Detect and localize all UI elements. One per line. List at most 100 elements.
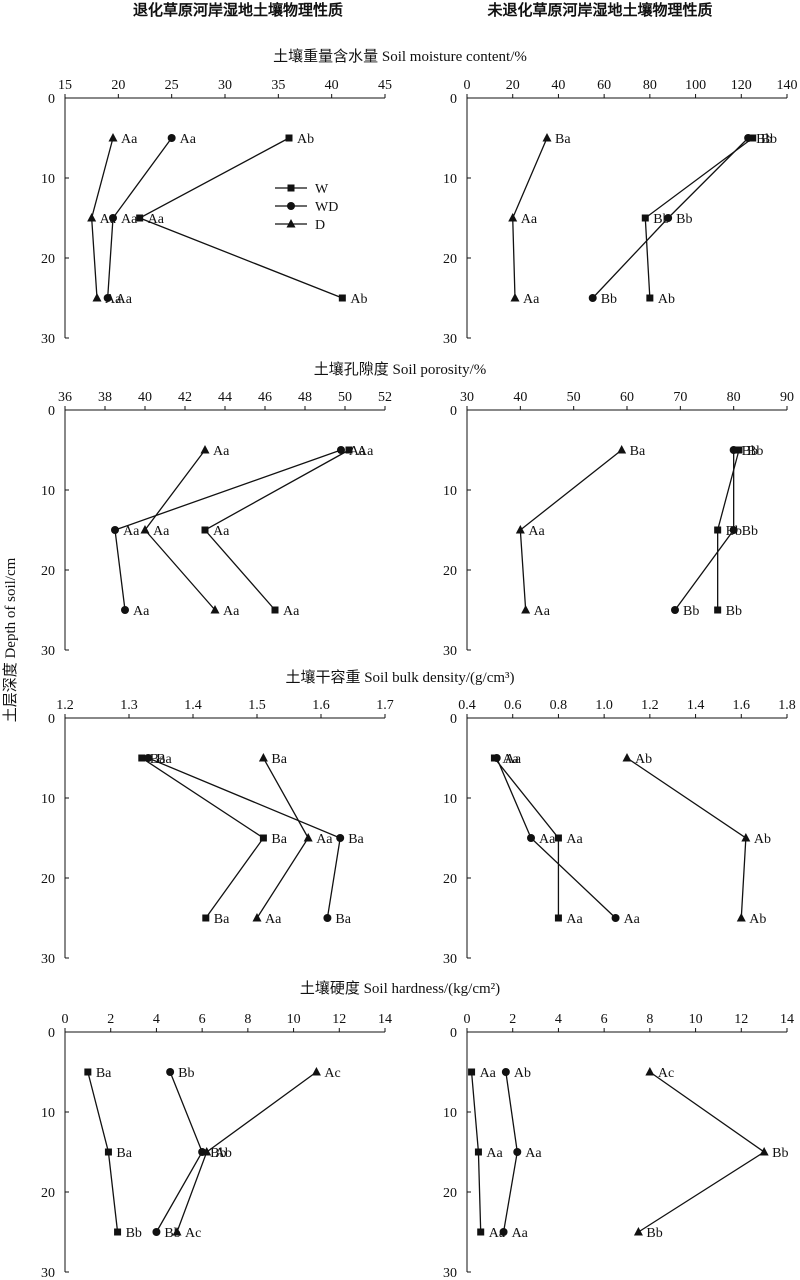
series-wd-point-label: Ab [514,1066,531,1081]
series-d-point-label: Ab [215,1146,232,1161]
x-tick-label: 38 [98,390,112,405]
series-w-point [285,134,293,142]
series-d-point-label: Ba [271,752,287,767]
series-w-point-label: Aa [283,604,300,619]
x-tick-label: 1.7 [376,698,394,713]
x-tick-label: 42 [178,390,192,405]
series-wd-point-label: Bb [742,524,758,539]
y-tick-label: 30 [443,644,457,659]
legend-w-marker [287,184,295,192]
series-wd-point [121,606,129,614]
y-tick-label: 20 [443,564,457,579]
series-d-line [626,757,747,919]
y-tick-label: 30 [41,332,55,347]
series-w-point-label: Aa [566,832,583,847]
series-wd-point [499,1228,508,1236]
series-wd-point-label: Aa [121,212,138,227]
y-tick-label: 0 [450,404,457,419]
series-w-point-label: Aa [566,912,583,927]
series-w-point [554,834,562,842]
x-tick-label: 15 [58,78,72,93]
series-d-point-label: Aa [528,524,545,539]
series-d-point-label: Aa [223,604,240,619]
left-column-header: 退化草原河岸湿地土壤物理性质 [133,1,343,19]
x-tick-label: 50 [567,390,581,405]
series-w-point [735,446,743,454]
row-title-hardness: 土壤硬度 Soil hardness/(kg/cm²) [300,979,500,997]
x-tick-label: 40 [325,78,339,93]
y-tick-label: 10 [443,484,457,499]
chart-panel-6: 0.4 0.6 0.8 1.0 1.2 1.4 1.6 1.8 0 10 20 30 Aa Aa Aa Aa A… [443,698,796,967]
series-wd-point [167,134,176,142]
series-w-line [138,137,343,299]
legend: W WD D [275,182,338,233]
series-d-point [510,293,520,302]
x-tick-label: 1.4 [687,698,705,713]
series-d-line [638,1071,766,1233]
series-w-point-label: Aa [213,524,230,539]
series-d-point [633,1227,643,1236]
y-tick-label: 20 [41,564,55,579]
x-tick-label: 10 [689,1012,703,1027]
series-w-point [477,1228,485,1236]
plots-layer: 15 20 25 30 35 40 450102030AbAaAbAaAaAaAaAaAaW… [41,78,798,1280]
x-tick-label: 40 [551,78,565,93]
series-w-point [345,446,353,454]
x-tick-label: 30 [460,390,474,405]
y-tick-label: 10 [443,1106,457,1121]
series-d-point [617,445,627,454]
series-d-point [210,605,220,614]
y-axis-label: 土层深度 Depth of soil/cm [2,557,19,722]
series-w-point-label: Ab [297,132,314,147]
x-tick-label: 12 [332,1012,346,1027]
series-wd-point-label: Aa [512,1226,529,1241]
series-w-point [641,214,649,222]
chart-panel-2: 0 20 40 60 80 100 120 1400102030BbBbAbBbBbBbBaA… [443,78,798,347]
y-tick-label: 0 [48,92,55,107]
x-tick-label: 20 [506,78,520,93]
series-wd-point [152,1228,161,1236]
y-tick-label: 20 [41,1186,55,1201]
series-w-line [87,1071,119,1233]
series-wd-line [147,757,341,919]
x-tick-label: 6 [601,1012,608,1027]
x-tick-label: 0.4 [458,698,476,713]
x-tick-label: 140 [777,78,798,93]
series-d-point [258,753,268,762]
y-tick-label: 0 [450,92,457,107]
x-tick-label: 30 [218,78,232,93]
series-d-point-label: Ab [749,912,766,927]
series-d-point [542,133,552,142]
x-tick-label: 2 [107,1012,114,1027]
chart-panel-4: 304050607080900102030BbBbBbBbBbBbBaAaAa [443,390,794,659]
x-tick-label: 25 [165,78,179,93]
series-wd-point-label: Bb [742,444,758,459]
series-w-point-label: Ba [116,1146,132,1161]
series-wd-point-label: Aa [180,132,197,147]
series-d-point-label: Aa [523,292,540,307]
series-wd-point [103,294,112,302]
y-tick-label: 10 [41,484,55,499]
series-wd-point-label: Bb [756,132,772,147]
y-tick-label: 30 [443,332,457,347]
series-d-point-label: Aa [521,212,538,227]
series-d-point-label: Aa [265,912,282,927]
series-w-point [201,526,209,534]
series-d-point-label: Ac [658,1066,674,1081]
series-w-point [84,1068,92,1076]
series-wd-point [729,446,738,454]
legend-w-label: W [315,182,329,197]
series-w-point-label: Ba [96,1066,112,1081]
series-d-point-label: Ac [185,1226,201,1241]
series-wd-point-label: Aa [123,524,140,539]
series-wd-point [671,606,679,614]
x-tick-label: 46 [258,390,272,405]
series-w-point-label: Bb [726,604,742,619]
series-d-point-label: Ba [555,132,571,147]
series-d-point [622,753,632,762]
series-w-point [474,1148,482,1156]
x-tick-label: 0 [62,1012,69,1027]
series-d-point-label: Bb [646,1226,662,1241]
series-wd-point [588,294,597,302]
